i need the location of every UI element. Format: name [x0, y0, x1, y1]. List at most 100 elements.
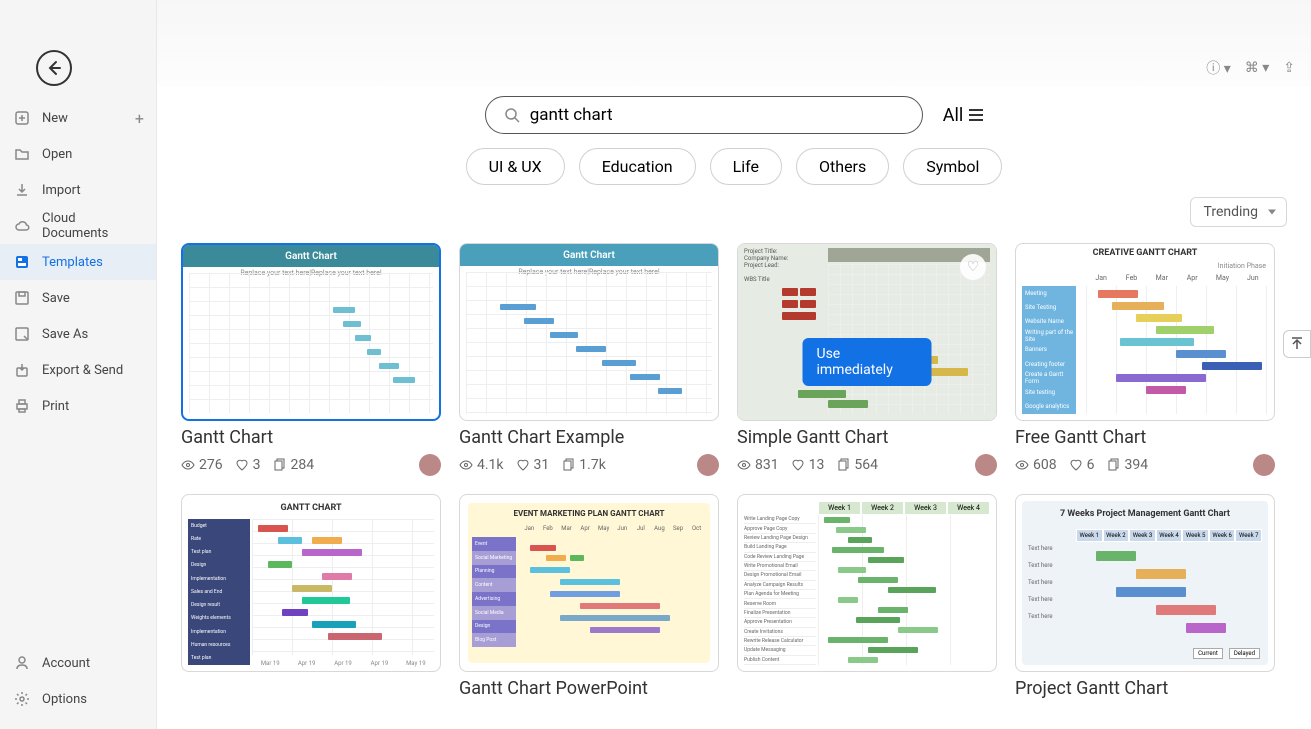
copy-icon: [272, 458, 286, 472]
sidebar-item-label: New: [42, 111, 68, 126]
copy-icon: [836, 458, 850, 472]
template-card: Week 1Week 2Week 3Week 4 Write Landing P…: [737, 494, 997, 699]
sidebar: New + Open Import Cloud Documents Templa…: [0, 0, 157, 729]
copy-icon: [561, 458, 575, 472]
plus-square-icon: [14, 110, 30, 126]
export-icon: [14, 362, 30, 378]
template-title: Free Gantt Chart: [1015, 427, 1275, 448]
sidebar-item-label: Print: [42, 399, 69, 414]
search-row: All: [157, 96, 1311, 134]
category-pill-symbol[interactable]: Symbol: [903, 148, 1002, 185]
template-card: CREATIVE GANTT CHART Initiation Phase Ja…: [1015, 243, 1275, 476]
copies-stat: 284: [272, 457, 314, 473]
template-stats: 608 6 394: [1015, 454, 1275, 476]
heart-icon: [235, 458, 249, 472]
copies-stat: 1.7k: [561, 457, 606, 473]
sort-select[interactable]: Trending: [1190, 197, 1287, 227]
search-box[interactable]: [485, 96, 923, 134]
plus-icon[interactable]: +: [135, 109, 144, 128]
category-pill-ui-ux[interactable]: UI & UX: [466, 148, 565, 185]
sidebar-item-save-as[interactable]: Save As: [0, 316, 156, 352]
help-icon[interactable]: ⓘ ▾: [1206, 58, 1231, 78]
template-card: 7 Weeks Project Management Gantt Chart W…: [1015, 494, 1275, 699]
likes-stat: 3: [235, 457, 261, 473]
main-content: ⓘ ▾ ⌘ ▾ ⇪ All UI & UX Education Life Others…: [157, 0, 1311, 729]
sidebar-item-templates[interactable]: Templates: [0, 244, 156, 280]
favorite-icon[interactable]: ♡: [960, 254, 986, 280]
sidebar-item-account[interactable]: Account: [0, 645, 156, 681]
template-thumbnail[interactable]: GANTT CHART BudgetRateTest planDesignImp…: [181, 494, 441, 672]
template-title: Gantt Chart: [181, 427, 441, 448]
eye-icon: [737, 458, 751, 472]
sidebar-item-save[interactable]: Save: [0, 280, 156, 316]
template-thumbnail[interactable]: Gantt Chart Replace your text here|Repla…: [181, 243, 441, 421]
print-icon: [14, 398, 30, 414]
folder-icon: [14, 146, 30, 162]
search-input[interactable]: [530, 105, 904, 125]
template-title: Gantt Chart Example: [459, 427, 719, 448]
sidebar-item-cloud-documents[interactable]: Cloud Documents: [0, 208, 156, 244]
template-title: Gantt Chart PowerPoint: [459, 678, 719, 699]
template-thumbnail[interactable]: Week 1Week 2Week 3Week 4 Write Landing P…: [737, 494, 997, 672]
views-stat: 276: [181, 457, 223, 473]
author-avatar[interactable]: [1253, 454, 1275, 476]
sidebar-item-label: Open: [42, 147, 72, 162]
category-pill-life[interactable]: Life: [710, 148, 782, 185]
template-stats: 276 3 284: [181, 454, 441, 476]
back-button[interactable]: [36, 50, 72, 86]
eye-icon: [1015, 458, 1029, 472]
menu-icon: [969, 109, 983, 121]
author-avatar[interactable]: [419, 454, 441, 476]
use-immediately-button[interactable]: Use immediately: [803, 338, 932, 386]
copies-stat: 394: [1106, 457, 1148, 473]
views-stat: 608: [1015, 457, 1057, 473]
sidebar-item-label: Cloud Documents: [42, 211, 142, 241]
export-icon[interactable]: ⇪: [1283, 60, 1295, 76]
template-grid: Gantt Chart Replace your text here|Repla…: [157, 227, 1311, 715]
template-thumbnail[interactable]: CREATIVE GANTT CHART Initiation Phase Ja…: [1015, 243, 1275, 421]
template-thumbnail[interactable]: EVENT MARKETING PLAN GANTT CHART JanFebM…: [459, 494, 719, 672]
author-avatar[interactable]: [697, 454, 719, 476]
sidebar-item-print[interactable]: Print: [0, 388, 156, 424]
template-icon: [14, 254, 30, 270]
template-card: Project Title:Company Name:Project Lead:…: [737, 243, 997, 476]
arrow-left-icon: [45, 59, 63, 77]
category-pill-education[interactable]: Education: [579, 148, 696, 185]
save-as-icon: [14, 326, 30, 342]
template-thumbnail[interactable]: Project Title:Company Name:Project Lead:…: [737, 243, 997, 421]
views-stat: 831: [737, 457, 779, 473]
template-stats: 4.1k 31 1.7k: [459, 454, 719, 476]
sort-label: Trending: [1203, 204, 1258, 220]
category-pill-others[interactable]: Others: [796, 148, 889, 185]
sidebar-item-label: Options: [42, 692, 87, 707]
filter-all[interactable]: All: [943, 105, 984, 126]
sidebar-item-label: Account: [42, 656, 90, 671]
template-card: Gantt Chart Replace your text here|Repla…: [459, 243, 719, 476]
save-icon: [14, 290, 30, 306]
sort-row: Trending: [157, 185, 1311, 227]
template-stats: 831 13 564: [737, 454, 997, 476]
sidebar-item-export-send[interactable]: Export & Send: [0, 352, 156, 388]
views-stat: 4.1k: [459, 457, 504, 473]
template-card: EVENT MARKETING PLAN GANTT CHART JanFebM…: [459, 494, 719, 699]
sidebar-item-label: Save: [42, 291, 70, 306]
scroll-top-button[interactable]: [1283, 330, 1311, 358]
category-pills: UI & UX Education Life Others Symbol: [157, 148, 1311, 185]
sidebar-item-open[interactable]: Open: [0, 136, 156, 172]
sidebar-item-new[interactable]: New +: [0, 100, 156, 136]
user-icon: [14, 655, 30, 671]
copy-icon: [1106, 458, 1120, 472]
grid-icon[interactable]: ⌘ ▾: [1245, 60, 1270, 76]
top-header: ⓘ ▾ ⌘ ▾ ⇪: [157, 0, 1311, 86]
template-thumbnail[interactable]: Gantt Chart Replace your text here|Repla…: [459, 243, 719, 421]
sidebar-item-options[interactable]: Options: [0, 681, 156, 717]
sidebar-item-label: Export & Send: [42, 363, 123, 378]
heart-icon: [516, 458, 530, 472]
top-right-icons: ⓘ ▾ ⌘ ▾ ⇪: [1206, 58, 1295, 78]
sidebar-item-import[interactable]: Import: [0, 172, 156, 208]
template-thumbnail[interactable]: 7 Weeks Project Management Gantt Chart W…: [1015, 494, 1275, 672]
cloud-icon: [14, 218, 30, 234]
author-avatar[interactable]: [975, 454, 997, 476]
heart-icon: [1069, 458, 1083, 472]
template-card: GANTT CHART BudgetRateTest planDesignImp…: [181, 494, 441, 699]
